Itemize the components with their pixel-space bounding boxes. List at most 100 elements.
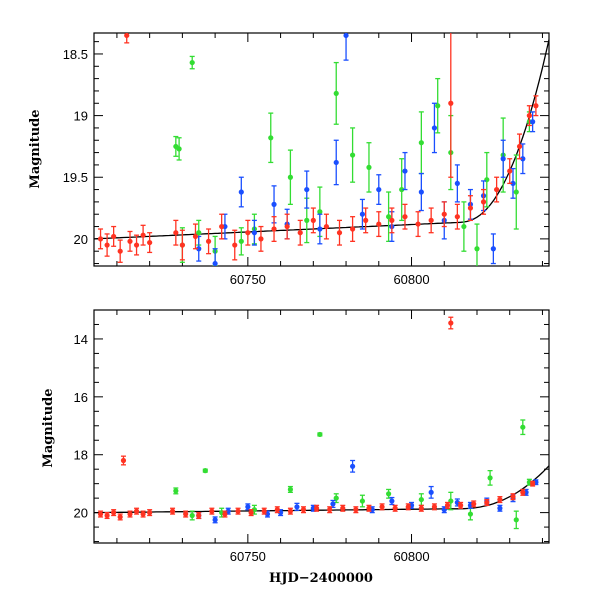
bottom-red-point bbox=[248, 509, 254, 517]
top-blue-point bbox=[500, 139, 506, 178]
top-blue-point bbox=[196, 235, 202, 262]
top-red-point bbox=[179, 229, 185, 261]
top-red-point bbox=[376, 211, 382, 238]
bottom-red-point bbox=[120, 455, 127, 466]
bottom-red-point bbox=[405, 503, 411, 511]
top-green-point bbox=[435, 77, 441, 134]
top-red-point bbox=[133, 234, 140, 256]
bottom-red-point bbox=[418, 504, 424, 512]
bottom-red-point bbox=[117, 513, 123, 521]
bottom-blue-point bbox=[428, 485, 434, 499]
bottom-red-point bbox=[104, 511, 110, 520]
top-green-point bbox=[366, 142, 372, 193]
top-red-point bbox=[245, 219, 251, 246]
top-panel: 60750 60800 18.5 19 19.5 20 Magnitude bbox=[28, 32, 550, 287]
bottom-red-point bbox=[530, 480, 536, 487]
top-red-point bbox=[349, 216, 356, 242]
top-red-point bbox=[117, 239, 123, 263]
top-data-points bbox=[97, 33, 539, 266]
top-blue-point bbox=[520, 143, 526, 175]
bottom-red-point bbox=[300, 506, 307, 514]
top-red-point bbox=[124, 33, 130, 44]
top-red-point bbox=[232, 229, 238, 261]
bottom-panel: 60750 60800 14 16 18 20 Magnitude HJD−2400000 bbox=[41, 309, 550, 586]
top-red-point bbox=[97, 228, 104, 250]
top-red-point bbox=[467, 195, 474, 222]
bottom-red-point bbox=[287, 507, 294, 515]
top-red-point bbox=[526, 105, 532, 127]
top-green-point bbox=[268, 112, 274, 164]
top-ytick-label: 18.5 bbox=[63, 47, 88, 62]
bottom-red-point bbox=[133, 507, 140, 515]
top-blue-point bbox=[376, 174, 382, 206]
bottom-blue-point bbox=[349, 459, 356, 473]
top-green-point bbox=[349, 127, 356, 183]
top-green-point bbox=[386, 191, 392, 242]
top-red-point bbox=[402, 203, 408, 230]
bottom-ytick-label: 14 bbox=[74, 332, 88, 347]
bottom-red-point bbox=[444, 501, 451, 509]
top-red-point bbox=[533, 95, 539, 117]
bottom-red-point bbox=[222, 510, 228, 518]
top-red-point bbox=[516, 133, 523, 160]
top-blue-point bbox=[431, 102, 438, 154]
top-xtick-label: 60800 bbox=[393, 272, 429, 287]
top-blue-point bbox=[490, 233, 496, 265]
bottom-red-point bbox=[97, 510, 104, 518]
top-red-point bbox=[336, 219, 343, 246]
bottom-plot-frame bbox=[93, 309, 550, 544]
bottom-red-point bbox=[448, 316, 454, 330]
bottom-red-point bbox=[235, 507, 241, 515]
top-red-point bbox=[297, 219, 303, 246]
bottom-green-point bbox=[487, 469, 493, 486]
top-red-point bbox=[454, 203, 460, 230]
bottom-xlabel: HJD−2400000 bbox=[269, 571, 373, 586]
top-blue-point bbox=[238, 176, 244, 208]
bottom-red-point bbox=[510, 493, 516, 501]
bottom-red-point bbox=[458, 501, 464, 509]
bottom-green-point bbox=[173, 487, 179, 495]
bottom-green-point bbox=[386, 488, 392, 499]
bottom-red-point bbox=[140, 510, 146, 518]
top-model-curve bbox=[94, 39, 549, 240]
top-red-point bbox=[147, 232, 153, 254]
bottom-red-point bbox=[471, 500, 477, 508]
top-red-point bbox=[389, 207, 395, 234]
top-red-point bbox=[173, 219, 179, 246]
top-blue-point bbox=[359, 198, 366, 230]
top-blue-point bbox=[530, 111, 536, 133]
bottom-blue-point bbox=[212, 516, 218, 524]
bottom-green-point bbox=[448, 491, 454, 511]
bottom-ylabel: Magnitude bbox=[41, 388, 56, 467]
top-blue-point bbox=[304, 170, 310, 209]
bottom-blue-point bbox=[497, 504, 503, 512]
bottom-red-point bbox=[431, 503, 438, 511]
top-red-point bbox=[258, 225, 264, 252]
top-red-point bbox=[192, 223, 199, 250]
top-green-point bbox=[287, 149, 294, 206]
bottom-green-point bbox=[189, 510, 195, 521]
top-model-curve-group bbox=[94, 39, 549, 240]
top-blue-point bbox=[418, 172, 424, 212]
top-green-point bbox=[238, 227, 244, 256]
top-blue-point bbox=[317, 213, 323, 245]
bottom-ytick-label: 16 bbox=[74, 390, 88, 405]
top-tick-labels: 60750 60800 18.5 19 19.5 20 bbox=[63, 47, 430, 287]
top-red-point bbox=[323, 213, 330, 240]
bottom-red-point bbox=[111, 509, 117, 517]
bottom-red-point bbox=[497, 496, 503, 504]
top-red-point bbox=[104, 233, 110, 257]
bottom-green-point bbox=[418, 493, 424, 507]
top-ylabel: Magnitude bbox=[28, 109, 43, 188]
bottom-xtick-label: 60750 bbox=[230, 549, 266, 564]
top-red-point bbox=[127, 230, 133, 252]
bottom-tick-labels: 60750 60800 14 16 18 20 bbox=[74, 332, 430, 564]
top-blue-point bbox=[454, 164, 460, 203]
bottom-red-point bbox=[274, 506, 280, 514]
bottom-red-point bbox=[313, 504, 320, 512]
top-blue-point bbox=[333, 139, 339, 186]
bottom-blue-point bbox=[294, 502, 300, 511]
top-blue-point bbox=[212, 248, 218, 266]
bottom-model-curve bbox=[94, 465, 549, 514]
bottom-red-point bbox=[366, 504, 372, 512]
